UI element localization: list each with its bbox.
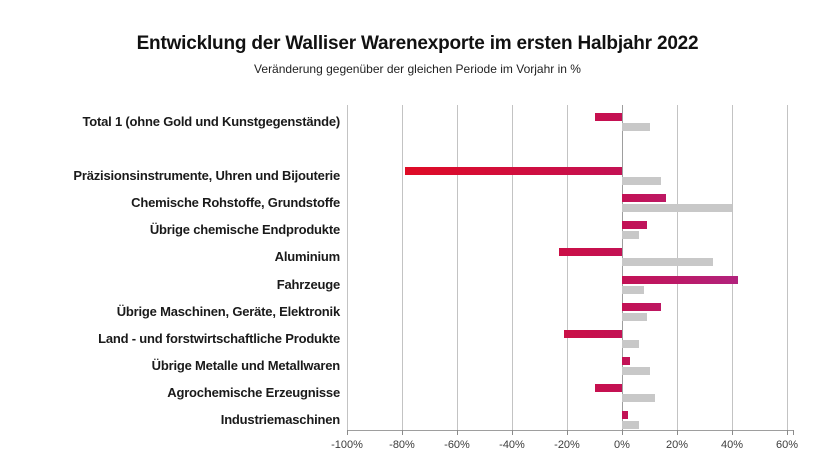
gridline xyxy=(731,105,733,430)
category-label-3: Übrige chemische Endprodukte xyxy=(149,222,340,238)
zero-line xyxy=(621,105,623,430)
x-axis-tick xyxy=(456,430,458,435)
gray-bar-10 xyxy=(622,420,639,429)
x-tick-label-3: -40% xyxy=(499,439,525,451)
red-bar-1 xyxy=(404,167,622,176)
gridline xyxy=(346,105,348,430)
red-bar-2 xyxy=(622,194,666,203)
x-tick-label-1: -80% xyxy=(389,439,415,451)
chart-subtitle: Veränderung gegenüber der gleichen Perio… xyxy=(254,62,581,76)
x-axis-line xyxy=(347,430,793,431)
gray-bar-5 xyxy=(622,285,644,294)
x-axis-tick xyxy=(731,430,733,435)
x-tick-label-2: -60% xyxy=(444,439,470,451)
gray-bar-7 xyxy=(622,339,639,348)
red-bar-6 xyxy=(622,302,661,311)
gray-bar-0 xyxy=(622,123,650,131)
category-label-6: Übrige Maschinen, Geräte, Elektronik xyxy=(116,303,340,319)
x-tick-label-8: 60% xyxy=(775,439,799,451)
x-tick-label-4: -20% xyxy=(554,439,580,451)
red-bar-4 xyxy=(558,248,622,257)
x-tick-label-6: 20% xyxy=(665,439,689,451)
category-label-7: Land - und forstwirtschaftliche Produkte xyxy=(98,330,340,346)
red-bar-3 xyxy=(622,221,647,230)
category-label-9: Agrochemische Erzeugnisse xyxy=(167,384,340,400)
category-label-4: Aluminium xyxy=(274,249,341,265)
plot-area xyxy=(346,105,788,430)
x-tick-label-0: -100% xyxy=(331,439,363,451)
category-label-2: Chemische Rohstoffe, Grundstoffe xyxy=(131,195,340,211)
gridline xyxy=(401,105,403,430)
gray-bar-2 xyxy=(622,204,732,213)
red-bar-8 xyxy=(622,356,631,365)
gray-bar-1 xyxy=(622,177,661,186)
category-label-10: Industriemaschinen xyxy=(220,411,340,427)
x-tick-label-5: 0% xyxy=(614,439,630,451)
x-axis-tick xyxy=(511,430,513,435)
gridline xyxy=(456,105,458,430)
x-axis-tick xyxy=(566,430,568,435)
x-axis-tick xyxy=(401,430,403,435)
gray-bar-6 xyxy=(622,312,647,321)
red-bar-9 xyxy=(594,383,622,392)
gray-bar-4 xyxy=(622,258,713,267)
gridline xyxy=(676,105,678,430)
x-axis-tick xyxy=(676,430,678,435)
gridline xyxy=(511,105,513,430)
x-tick-label-7: 40% xyxy=(720,439,744,451)
red-bar-7 xyxy=(564,329,622,338)
category-label-8: Übrige Metalle und Metallwaren xyxy=(151,357,341,373)
category-label-0: Total 1 (ohne Gold und Kunstgegenstände) xyxy=(82,114,340,129)
red-bar-5 xyxy=(622,275,738,284)
gray-bar-8 xyxy=(622,366,650,375)
x-axis-tick xyxy=(621,430,623,435)
gridline xyxy=(566,105,568,430)
x-axis-tick xyxy=(786,430,788,435)
gridline xyxy=(786,105,788,430)
x-axis-tick xyxy=(346,430,348,435)
chart-title: Entwicklung der Walliser Warenexporte im… xyxy=(136,33,699,54)
gray-bar-3 xyxy=(622,231,639,240)
red-bar-10 xyxy=(622,410,628,419)
gray-bar-9 xyxy=(622,393,655,402)
category-label-1: Präzisionsinstrumente, Uhren und Bijoute… xyxy=(73,168,340,184)
category-label-5: Fahrzeuge xyxy=(276,276,340,292)
red-bar-0 xyxy=(594,113,622,121)
x-axis-tick xyxy=(792,430,794,435)
